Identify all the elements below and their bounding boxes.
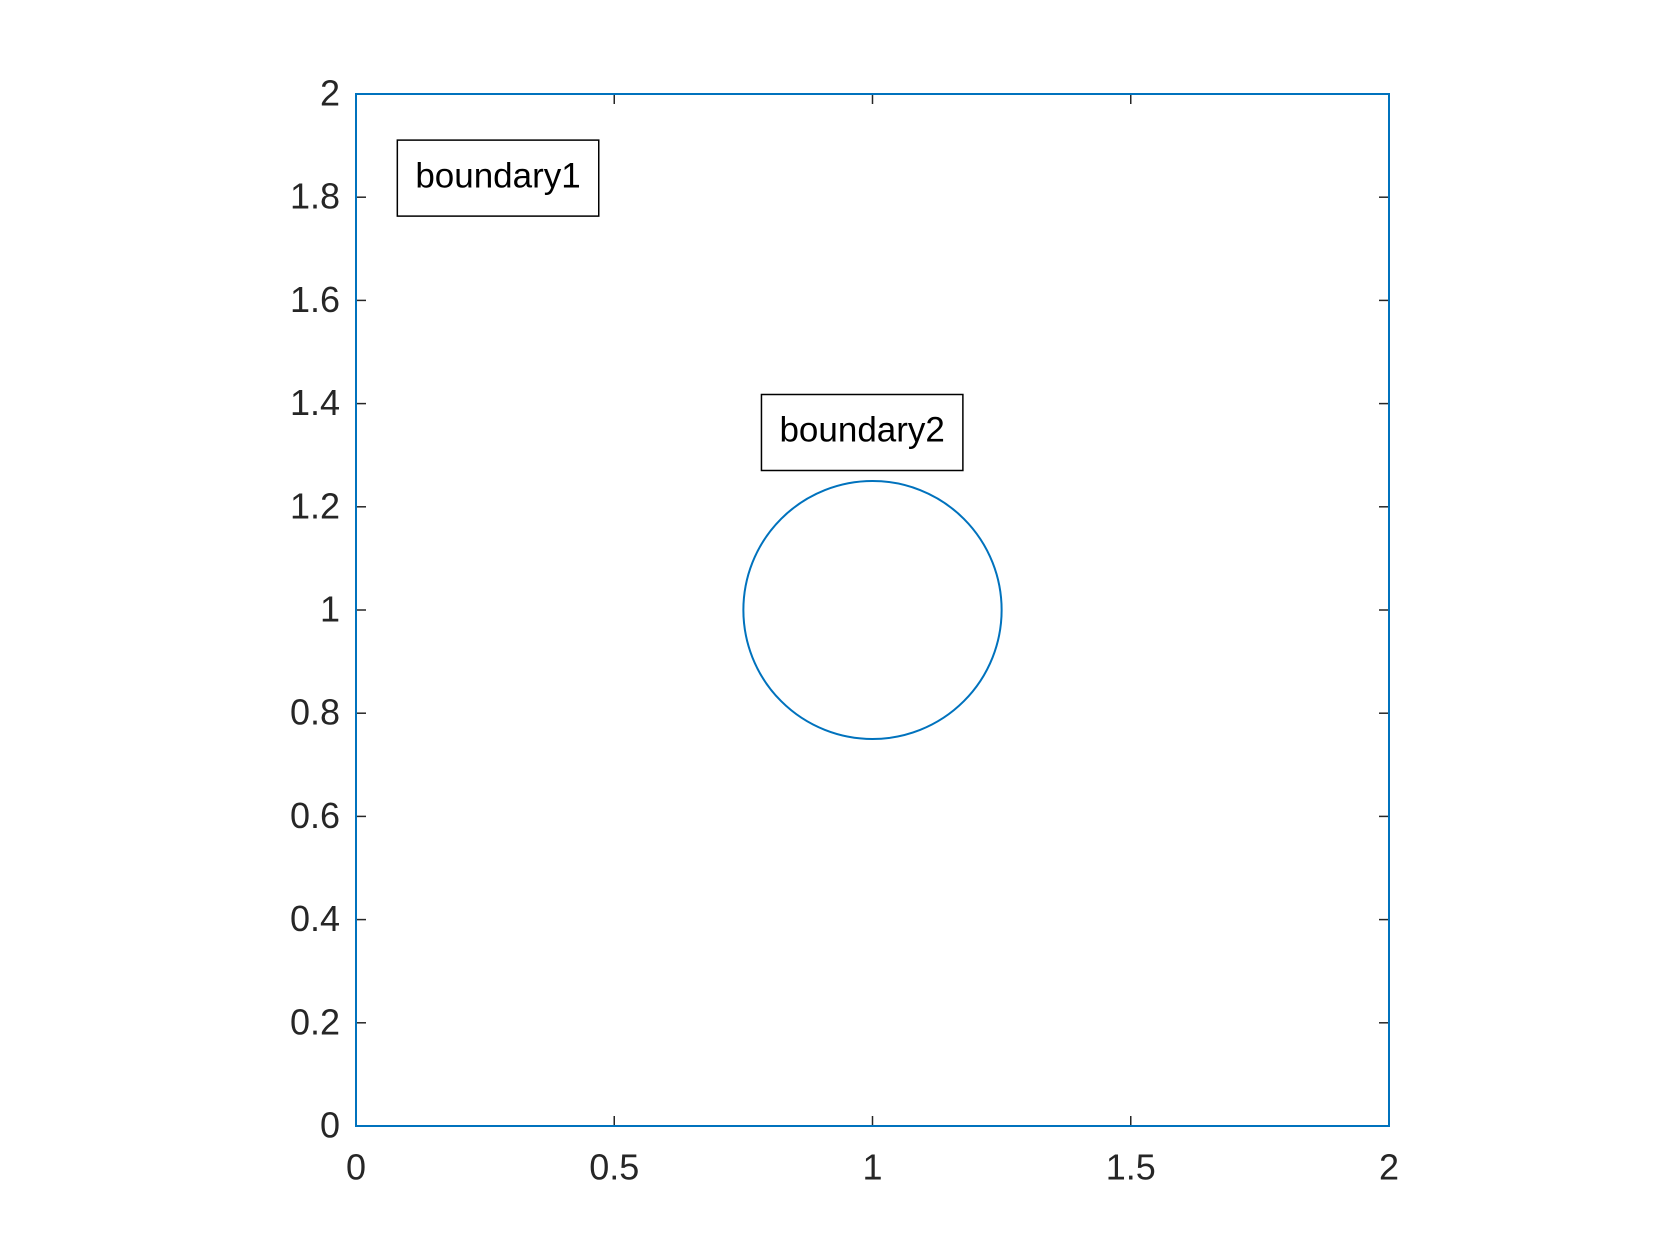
x-tick-label: 0	[346, 1147, 366, 1188]
boundary-circle	[742, 480, 1003, 740]
axes-box	[355, 93, 1390, 1127]
y-tick-label: 0.4	[290, 898, 340, 939]
annotation-box	[396, 139, 600, 217]
x-tick-label: 0.5	[589, 1147, 639, 1188]
y-tick-label: 1	[320, 589, 340, 630]
x-tick-label: 2	[1379, 1147, 1399, 1188]
x-tick-label: 1	[862, 1147, 882, 1188]
y-tick-label: 0.6	[290, 795, 340, 836]
x-tick-label: 1.5	[1106, 1147, 1156, 1188]
boundary-rectangle	[355, 93, 1390, 1127]
annotation-label: boundary2	[779, 411, 944, 450]
y-tick-label: 1.2	[290, 485, 340, 526]
y-tick-label: 1.6	[290, 279, 340, 320]
annotation-label: boundary1	[415, 156, 580, 195]
y-tick-label: 2	[320, 73, 340, 114]
y-tick-label: 0.2	[290, 1001, 340, 1042]
y-tick-label: 0	[320, 1105, 340, 1146]
y-tick-label: 0.8	[290, 692, 340, 733]
annotation-box	[760, 393, 964, 472]
y-tick-label: 1.4	[290, 382, 340, 423]
y-tick-label: 1.8	[290, 176, 340, 217]
